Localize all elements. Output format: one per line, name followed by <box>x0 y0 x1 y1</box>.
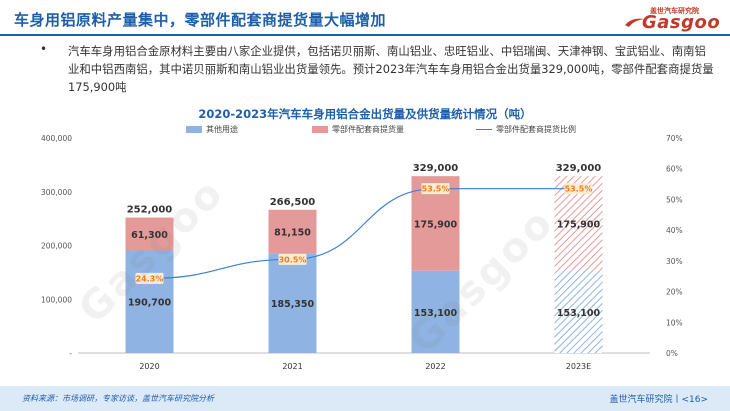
bar-supplier <box>268 209 317 254</box>
logo-en-text: Gasgoo <box>642 12 721 33</box>
legend-line-ratio <box>476 129 492 130</box>
data-label-supplier: 81,150 <box>274 228 311 239</box>
y-left-tick-label: 200,000 <box>41 242 72 251</box>
legend-label-supplier: 零部件配套商提货量 <box>332 125 404 134</box>
bar-other <box>268 253 317 353</box>
bar-supplier <box>125 217 174 251</box>
y-right-tick-label: 50% <box>666 195 683 204</box>
bullet-paragraph: 汽车车身用铝合金原材料主要由八家企业提供，包括诺贝丽斯、南山铝业、忠旺铝业、中铝… <box>68 44 714 94</box>
legend-item-ratio: 零部件配套商提货比例 <box>476 124 576 135</box>
ratio-label-bg <box>135 272 164 284</box>
data-label-supplier: 175,900 <box>557 219 601 230</box>
data-label-supplier: 61,300 <box>131 230 168 241</box>
data-label-other: 153,100 <box>557 308 601 319</box>
chart-canvas: - 100,000 200,000 300,000 400,000 0% 10% 20% 30%… <box>41 134 683 371</box>
header-divider <box>0 34 730 36</box>
y-left-tick-label: - <box>69 349 72 358</box>
ratio-label-group: 53.5% <box>564 183 593 195</box>
gasgoo-logo: 盖世汽车研究院 Gasgoo <box>620 6 724 34</box>
chart-title: 2020-2023年汽车车身用铝合金出货量及供货量统计情况（吨） <box>198 107 532 121</box>
data-label-ratio: 53.5% <box>422 185 450 194</box>
data-label-total: 329,000 <box>413 163 459 174</box>
legend-swatch-supplier <box>312 126 328 133</box>
bar-other <box>554 270 603 353</box>
ratio-label-bg <box>421 183 450 195</box>
footer-bar <box>0 386 730 411</box>
footer-brand: 盖世汽车研究院丨<16> <box>609 395 708 405</box>
legend-item-supplier: 零部件配套商提货量 <box>312 124 404 135</box>
data-label-supplier: 175,900 <box>414 219 458 230</box>
y-left-tick-label: 400,000 <box>41 134 72 143</box>
y-right-tick-label: 30% <box>666 257 683 266</box>
data-label-ratio: 24.3% <box>136 274 164 283</box>
legend-label-other: 其他用途 <box>206 125 238 134</box>
logo-cn-text: 盖世汽车研究院 <box>650 7 699 15</box>
x-tick-label: 2021 <box>282 362 302 371</box>
y-right-tick-label: 20% <box>666 288 683 297</box>
ratio-line <box>149 188 579 279</box>
legend-swatch-other <box>186 126 202 133</box>
ratio-label-bg <box>278 253 307 265</box>
legend-item-other: 其他用途 <box>186 124 238 135</box>
y-left-tick-label: 300,000 <box>41 188 72 197</box>
ratio-label-bg <box>564 183 593 195</box>
bar-other <box>125 250 174 353</box>
data-label-total: 329,000 <box>556 163 602 174</box>
data-label-total: 266,500 <box>270 197 316 208</box>
x-tick-label: 2020 <box>139 362 159 371</box>
data-label-ratio: 53.5% <box>565 185 593 194</box>
y-right-tick-label: 10% <box>666 318 683 327</box>
ratio-label-group: 24.3% <box>135 272 164 284</box>
legend-label-ratio: 零部件配套商提货比例 <box>496 125 576 134</box>
data-label-total: 252,000 <box>127 205 173 216</box>
y-right-tick-label: 70% <box>666 134 683 143</box>
data-label-other: 190,700 <box>128 298 172 309</box>
bullet-marker: • <box>40 42 48 56</box>
y-left-tick-label: 100,000 <box>41 295 72 304</box>
x-tick-label: 2023E <box>566 362 591 371</box>
logo-swoosh-icon <box>625 18 645 27</box>
y-right-tick-label: 0% <box>666 349 678 358</box>
ratio-label-group: 30.5% <box>278 253 307 265</box>
data-label-other: 153,100 <box>414 308 458 319</box>
chart-legend: 其他用途 零部件配套商提货量 零部件配套商提货比例 <box>0 124 730 136</box>
page-title: 车身用铝原料产量集中，零部件配套商提货量大幅增加 <box>14 11 387 29</box>
ratio-label-group: 53.5% <box>421 183 450 195</box>
y-right-tick-label: 60% <box>666 165 683 174</box>
bar-other <box>411 270 460 353</box>
footer-source: 资料来源：市场调研，专家访谈，盖世汽车研究院分析 <box>22 394 214 403</box>
x-tick-label: 2022 <box>425 362 445 371</box>
data-label-ratio: 30.5% <box>279 255 307 264</box>
data-label-other: 185,350 <box>271 299 315 310</box>
y-right-tick-label: 40% <box>666 226 683 235</box>
